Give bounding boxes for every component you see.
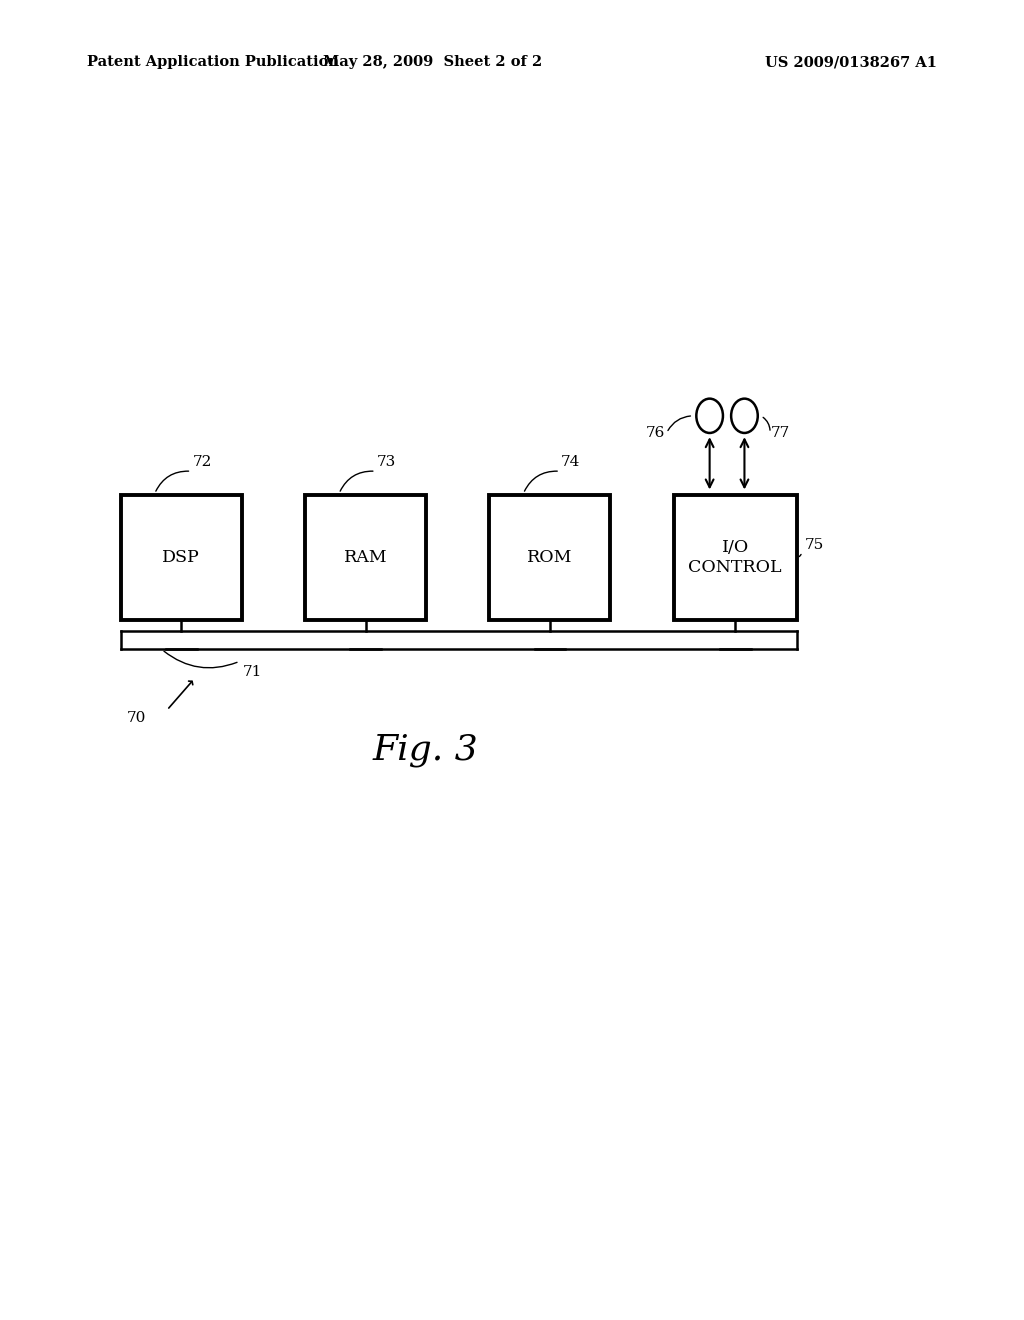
Text: 71: 71 xyxy=(243,665,262,680)
Bar xyxy=(121,495,242,620)
Text: 75: 75 xyxy=(805,539,824,552)
Text: I/O
CONTROL: I/O CONTROL xyxy=(688,540,782,576)
Text: US 2009/0138267 A1: US 2009/0138267 A1 xyxy=(765,55,937,70)
Text: May 28, 2009  Sheet 2 of 2: May 28, 2009 Sheet 2 of 2 xyxy=(323,55,542,70)
Text: 74: 74 xyxy=(561,454,581,469)
Text: 70: 70 xyxy=(127,711,146,725)
Bar xyxy=(305,495,426,620)
Text: 73: 73 xyxy=(377,454,396,469)
Text: 77: 77 xyxy=(771,426,791,440)
Text: DSP: DSP xyxy=(163,549,200,566)
Bar xyxy=(489,495,610,620)
Circle shape xyxy=(731,399,758,433)
Text: 72: 72 xyxy=(193,454,212,469)
Bar xyxy=(674,495,797,620)
Circle shape xyxy=(696,399,723,433)
Text: ROM: ROM xyxy=(527,549,572,566)
Text: Fig. 3: Fig. 3 xyxy=(372,733,478,767)
Text: 76: 76 xyxy=(646,426,666,440)
Text: RAM: RAM xyxy=(344,549,387,566)
Text: Patent Application Publication: Patent Application Publication xyxy=(87,55,339,70)
